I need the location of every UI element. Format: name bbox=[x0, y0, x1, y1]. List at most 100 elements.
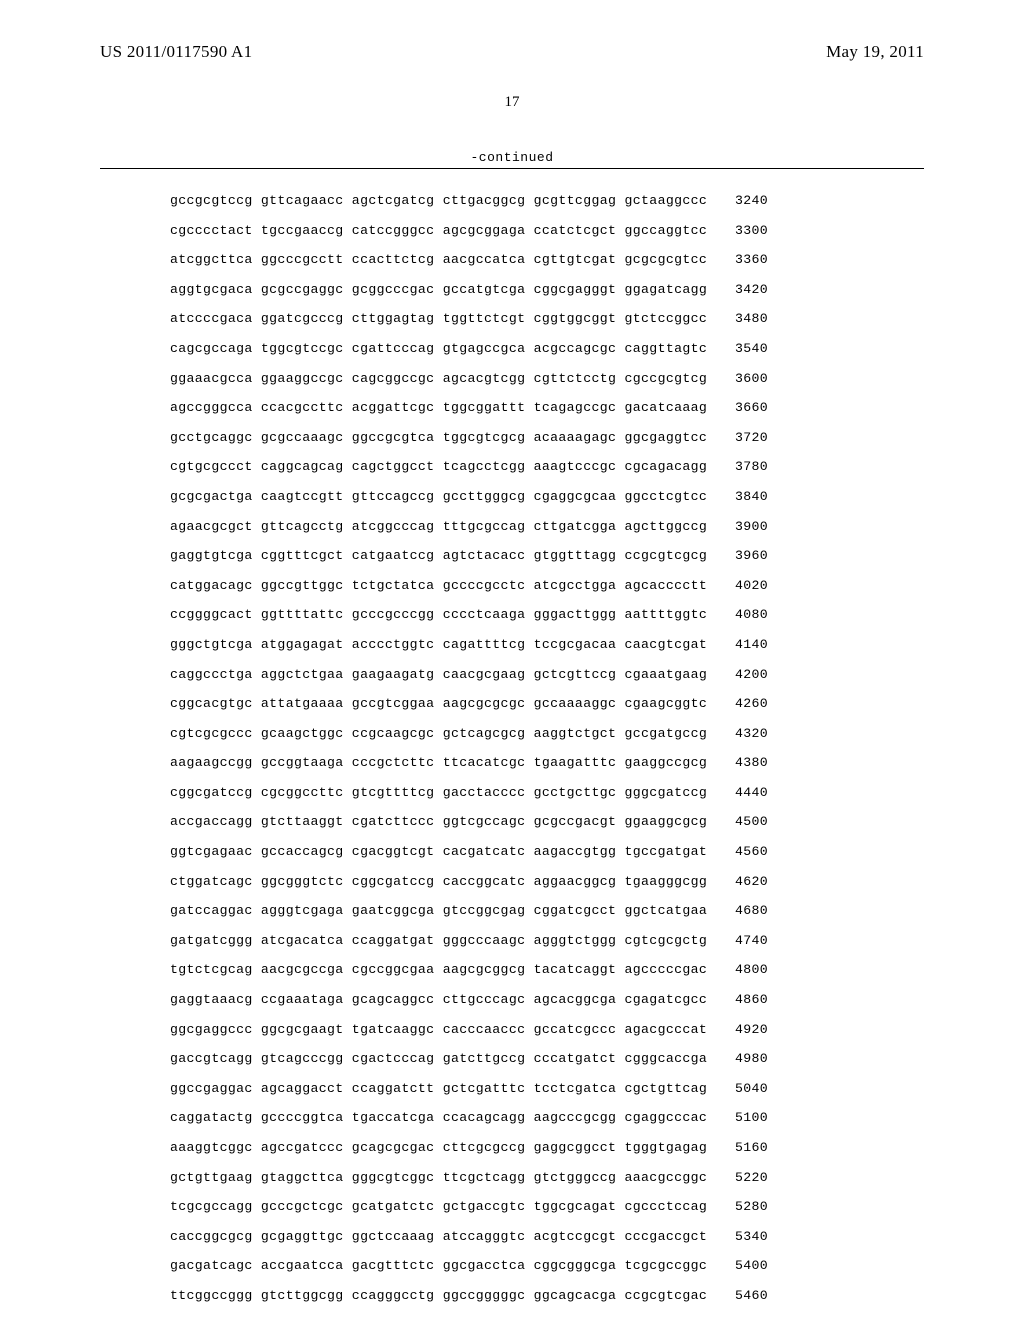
sequence-row: ggcgaggccc ggcgcgaagt tgatcaaggc cacccaa… bbox=[170, 1015, 768, 1045]
sequence-row: gatccaggac agggtcgaga gaatcggcga gtccggc… bbox=[170, 896, 768, 926]
sequence-bases: ccggggcact ggttttattc gcccgcccgg cccctca… bbox=[170, 600, 708, 630]
sequence-row: tgtctcgcag aacgcgccga cgccggcgaa aagcgcg… bbox=[170, 955, 768, 985]
sequence-position: 3600 bbox=[708, 364, 768, 394]
sequence-position: 3960 bbox=[708, 541, 768, 571]
sequence-bases: gaccgtcagg gtcagcccgg cgactcccag gatcttg… bbox=[170, 1044, 708, 1074]
sequence-bases: gccgcgtccg gttcagaacc agctcgatcg cttgacg… bbox=[170, 186, 708, 216]
sequence-position: 3240 bbox=[708, 186, 768, 216]
sequence-position: 4680 bbox=[708, 896, 768, 926]
sequence-position: 5280 bbox=[708, 1192, 768, 1222]
sequence-bases: cgcccctact tgccgaaccg catccgggcc agcgcgg… bbox=[170, 216, 708, 246]
sequence-bases: atccccgaca ggatcgcccg cttggagtag tggttct… bbox=[170, 304, 708, 334]
sequence-bases: caccggcgcg gcgaggttgc ggctccaaag atccagg… bbox=[170, 1222, 708, 1252]
sequence-position: 5040 bbox=[708, 1074, 768, 1104]
sequence-position: 3540 bbox=[708, 334, 768, 364]
sequence-row: gaggtgtcga cggtttcgct catgaatccg agtctac… bbox=[170, 541, 768, 571]
sequence-row: cgtcgcgccc gcaagctggc ccgcaagcgc gctcagc… bbox=[170, 719, 768, 749]
sequence-row: cgcccctact tgccgaaccg catccgggcc agcgcgg… bbox=[170, 216, 768, 246]
sequence-bases: cggcacgtgc attatgaaaa gccgtcggaa aagcgcg… bbox=[170, 689, 708, 719]
sequence-row: gctgttgaag gtaggcttca gggcgtcggc ttcgctc… bbox=[170, 1163, 768, 1193]
sequence-row: ggccgaggac agcaggacct ccaggatctt gctcgat… bbox=[170, 1074, 768, 1104]
sequence-position: 5460 bbox=[708, 1281, 768, 1311]
sequence-bases: ggtcgagaac gccaccagcg cgacggtcgt cacgatc… bbox=[170, 837, 708, 867]
sequence-bases: accgaccagg gtcttaaggt cgatcttccc ggtcgcc… bbox=[170, 807, 708, 837]
sequence-bases: cgtgcgccct caggcagcag cagctggcct tcagcct… bbox=[170, 452, 708, 482]
sequence-bases: gcgcgactga caagtccgtt gttccagccg gccttgg… bbox=[170, 482, 708, 512]
sequence-bases: gggctgtcga atggagagat acccctggtc cagattt… bbox=[170, 630, 708, 660]
sequence-position: 5220 bbox=[708, 1163, 768, 1193]
sequence-bases: ggaaacgcca ggaaggccgc cagcggccgc agcacgt… bbox=[170, 364, 708, 394]
sequence-bases: ctggatcagc ggcgggtctc cggcgatccg caccggc… bbox=[170, 867, 708, 897]
sequence-bases: aggtgcgaca gcgccgaggc gcggcccgac gccatgt… bbox=[170, 275, 708, 305]
sequence-bases: gcctgcaggc gcgccaaagc ggccgcgtca tggcgtc… bbox=[170, 423, 708, 453]
sequence-position: 3840 bbox=[708, 482, 768, 512]
sequence-row: caccggcgcg gcgaggttgc ggctccaaag atccagg… bbox=[170, 1222, 768, 1252]
sequence-row: atcggcttca ggcccgcctt ccacttctcg aacgcca… bbox=[170, 245, 768, 275]
sequence-bases: gaggtgtcga cggtttcgct catgaatccg agtctac… bbox=[170, 541, 708, 571]
sequence-position: 5340 bbox=[708, 1222, 768, 1252]
horizontal-rule bbox=[100, 168, 924, 169]
sequence-position: 4260 bbox=[708, 689, 768, 719]
sequence-row: agccgggcca ccacgccttc acggattcgc tggcgga… bbox=[170, 393, 768, 423]
sequence-row: ctggatcagc ggcgggtctc cggcgatccg caccggc… bbox=[170, 867, 768, 897]
sequence-position: 4860 bbox=[708, 985, 768, 1015]
continued-label: -continued bbox=[0, 150, 1024, 165]
sequence-listing: gccgcgtccg gttcagaacc agctcgatcg cttgacg… bbox=[170, 186, 768, 1311]
sequence-position: 3360 bbox=[708, 245, 768, 275]
sequence-row: gacgatcagc accgaatcca gacgtttctc ggcgacc… bbox=[170, 1251, 768, 1281]
sequence-position: 4080 bbox=[708, 600, 768, 630]
sequence-row: accgaccagg gtcttaaggt cgatcttccc ggtcgcc… bbox=[170, 807, 768, 837]
sequence-row: aaaggtcggc agccgatccc gcagcgcgac cttcgcg… bbox=[170, 1133, 768, 1163]
sequence-bases: tgtctcgcag aacgcgccga cgccggcgaa aagcgcg… bbox=[170, 955, 708, 985]
sequence-row: gcctgcaggc gcgccaaagc ggccgcgtca tggcgtc… bbox=[170, 423, 768, 453]
sequence-row: ccggggcact ggttttattc gcccgcccgg cccctca… bbox=[170, 600, 768, 630]
sequence-position: 4980 bbox=[708, 1044, 768, 1074]
sequence-row: atccccgaca ggatcgcccg cttggagtag tggttct… bbox=[170, 304, 768, 334]
sequence-position: 4020 bbox=[708, 571, 768, 601]
sequence-bases: ggcgaggccc ggcgcgaagt tgatcaaggc cacccaa… bbox=[170, 1015, 708, 1045]
sequence-row: aagaagccgg gccggtaaga cccgctcttc ttcacat… bbox=[170, 748, 768, 778]
sequence-position: 3720 bbox=[708, 423, 768, 453]
sequence-position: 5100 bbox=[708, 1103, 768, 1133]
sequence-position: 4740 bbox=[708, 926, 768, 956]
sequence-bases: gacgatcagc accgaatcca gacgtttctc ggcgacc… bbox=[170, 1251, 708, 1281]
sequence-bases: ggccgaggac agcaggacct ccaggatctt gctcgat… bbox=[170, 1074, 708, 1104]
sequence-row: cgtgcgccct caggcagcag cagctggcct tcagcct… bbox=[170, 452, 768, 482]
sequence-position: 4140 bbox=[708, 630, 768, 660]
sequence-position: 4440 bbox=[708, 778, 768, 808]
publication-date: May 19, 2011 bbox=[826, 42, 924, 62]
sequence-row: caggccctga aggctctgaa gaagaagatg caacgcg… bbox=[170, 660, 768, 690]
sequence-bases: cgtcgcgccc gcaagctggc ccgcaagcgc gctcagc… bbox=[170, 719, 708, 749]
sequence-position: 3300 bbox=[708, 216, 768, 246]
sequence-row: agaacgcgct gttcagcctg atcggcccag tttgcgc… bbox=[170, 512, 768, 542]
sequence-position: 4920 bbox=[708, 1015, 768, 1045]
sequence-bases: aaaggtcggc agccgatccc gcagcgcgac cttcgcg… bbox=[170, 1133, 708, 1163]
sequence-position: 3420 bbox=[708, 275, 768, 305]
publication-number: US 2011/0117590 A1 bbox=[100, 42, 252, 62]
sequence-bases: catggacagc ggccgttggc tctgctatca gccccgc… bbox=[170, 571, 708, 601]
sequence-bases: gctgttgaag gtaggcttca gggcgtcggc ttcgctc… bbox=[170, 1163, 708, 1193]
page-number: 17 bbox=[0, 94, 1024, 111]
sequence-row: gcgcgactga caagtccgtt gttccagccg gccttgg… bbox=[170, 482, 768, 512]
sequence-bases: atcggcttca ggcccgcctt ccacttctcg aacgcca… bbox=[170, 245, 708, 275]
sequence-position: 3480 bbox=[708, 304, 768, 334]
sequence-position: 4380 bbox=[708, 748, 768, 778]
sequence-bases: ttcggccggg gtcttggcgg ccagggcctg ggccggg… bbox=[170, 1281, 708, 1311]
sequence-position: 4200 bbox=[708, 660, 768, 690]
sequence-row: caggatactg gccccggtca tgaccatcga ccacagc… bbox=[170, 1103, 768, 1133]
sequence-row: cggcacgtgc attatgaaaa gccgtcggaa aagcgcg… bbox=[170, 689, 768, 719]
sequence-row: ggaaacgcca ggaaggccgc cagcggccgc agcacgt… bbox=[170, 364, 768, 394]
sequence-bases: agaacgcgct gttcagcctg atcggcccag tttgcgc… bbox=[170, 512, 708, 542]
sequence-row: catggacagc ggccgttggc tctgctatca gccccgc… bbox=[170, 571, 768, 601]
sequence-row: gaccgtcagg gtcagcccgg cgactcccag gatcttg… bbox=[170, 1044, 768, 1074]
sequence-bases: tcgcgccagg gcccgctcgc gcatgatctc gctgacc… bbox=[170, 1192, 708, 1222]
sequence-row: ttcggccggg gtcttggcgg ccagggcctg ggccggg… bbox=[170, 1281, 768, 1311]
sequence-position: 3780 bbox=[708, 452, 768, 482]
sequence-row: ggtcgagaac gccaccagcg cgacggtcgt cacgatc… bbox=[170, 837, 768, 867]
sequence-row: gggctgtcga atggagagat acccctggtc cagattt… bbox=[170, 630, 768, 660]
sequence-row: aggtgcgaca gcgccgaggc gcggcccgac gccatgt… bbox=[170, 275, 768, 305]
sequence-row: gatgatcggg atcgacatca ccaggatgat gggccca… bbox=[170, 926, 768, 956]
sequence-position: 5400 bbox=[708, 1251, 768, 1281]
sequence-bases: agccgggcca ccacgccttc acggattcgc tggcgga… bbox=[170, 393, 708, 423]
sequence-position: 4620 bbox=[708, 867, 768, 897]
